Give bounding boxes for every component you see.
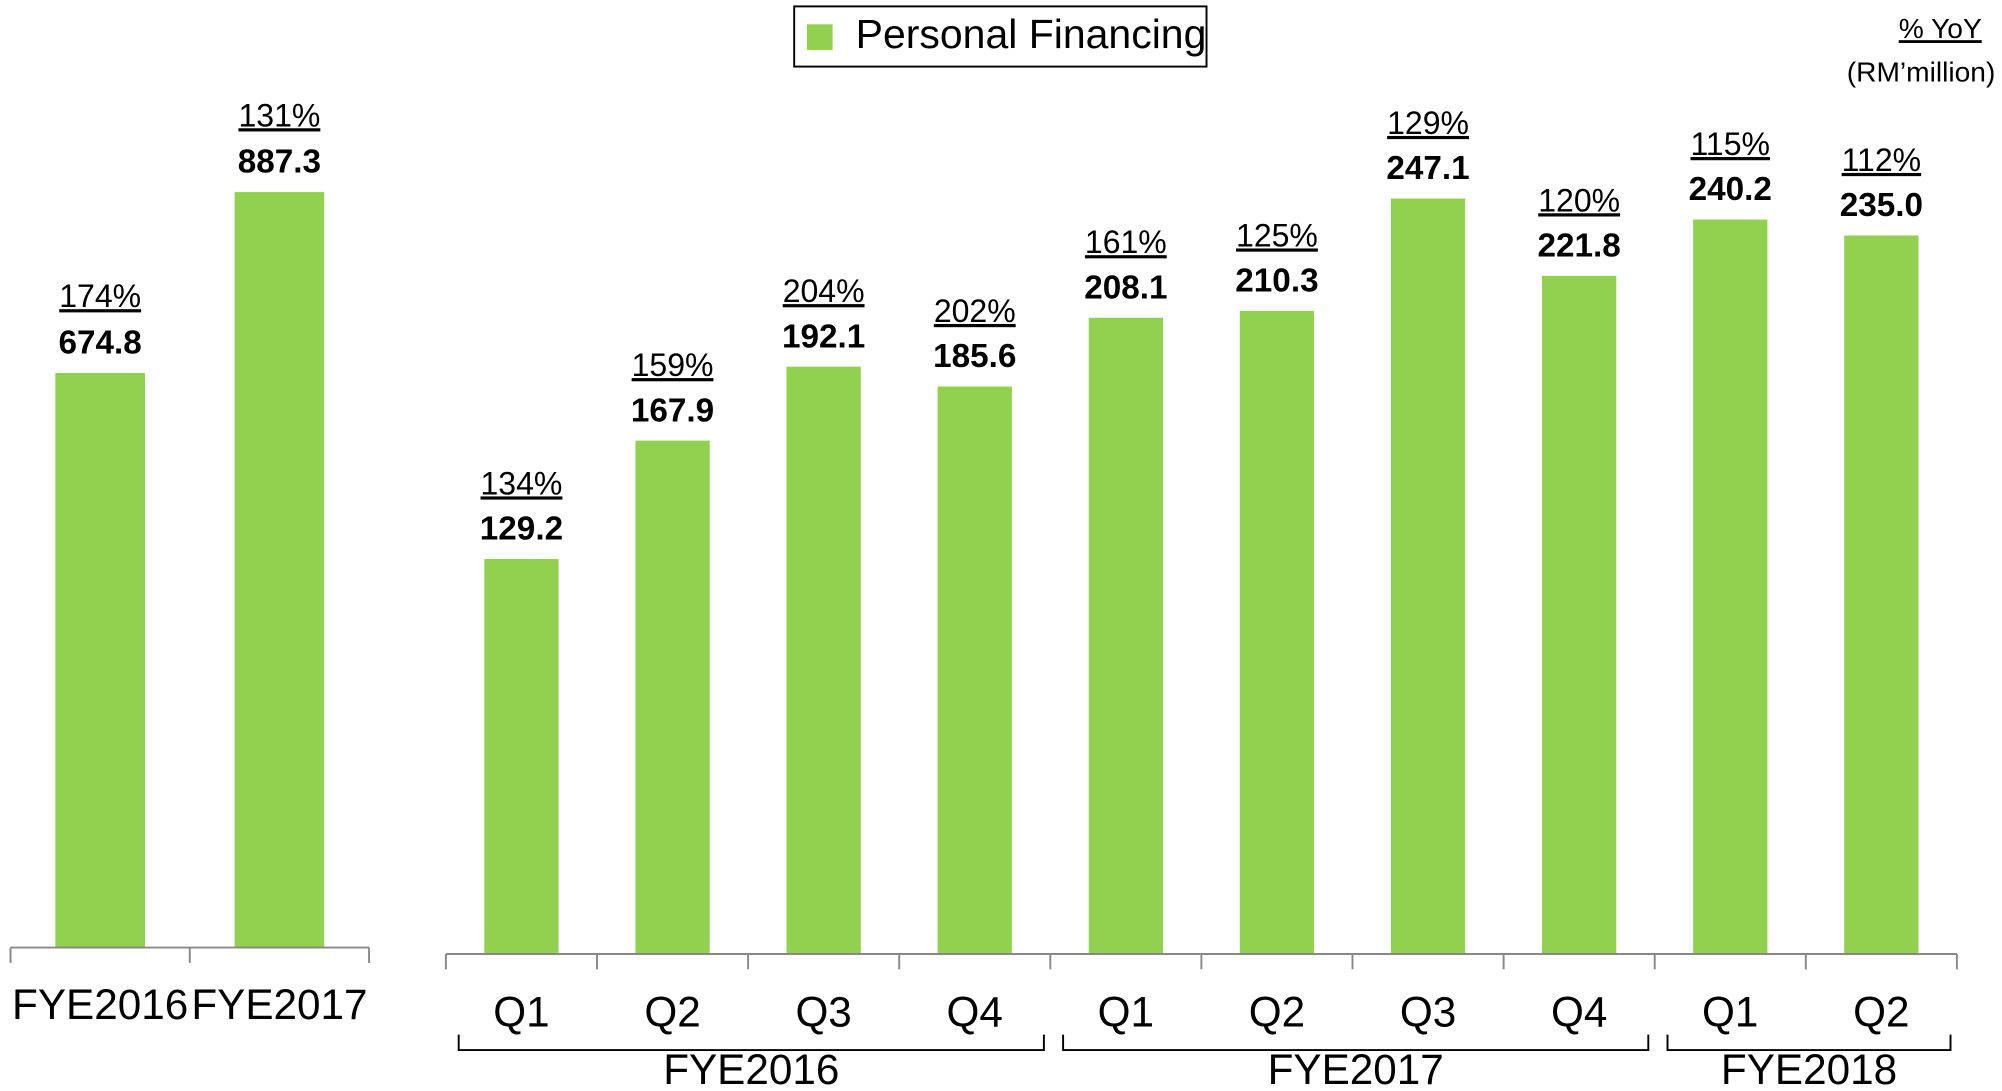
value-label: 887.3 (238, 144, 321, 181)
unit-label: (RM’million) (1847, 56, 1996, 88)
x-tick-label: Q4 (947, 989, 1003, 1036)
yoy-label: 120% (1538, 182, 1620, 218)
x-tick-label: FYE2016 (12, 981, 188, 1028)
value-label: 247.1 (1386, 150, 1469, 187)
x-tick-label: Q1 (493, 989, 549, 1036)
x-tick-label: Q2 (644, 989, 700, 1036)
group-bracket (1062, 1034, 1650, 1051)
yoy-label: 134% (481, 465, 563, 501)
x-tick-label: Q1 (1098, 989, 1154, 1036)
x-tick-label: Q3 (795, 989, 851, 1036)
x-tick-label: Q4 (1551, 989, 1607, 1036)
bar (1390, 198, 1466, 954)
bar (937, 386, 1012, 954)
value-label: 235.0 (1840, 187, 1923, 224)
x-tick-label: FYE2017 (191, 981, 367, 1028)
value-label: 192.1 (782, 318, 865, 355)
yoy-label: 125% (1236, 217, 1318, 253)
bar (1239, 310, 1315, 954)
yoy-label: 204% (783, 273, 865, 309)
x-tick-label: Q1 (1702, 989, 1758, 1036)
legend-box (793, 5, 1208, 68)
bar (1542, 275, 1617, 954)
group-bracket (457, 1034, 1045, 1051)
yoy-label: 115% (1691, 126, 1770, 162)
bar (1693, 219, 1768, 954)
value-label: 674.8 (59, 325, 142, 362)
value-label: 210.3 (1235, 263, 1318, 300)
bar (484, 558, 559, 954)
group-bracket (1666, 1034, 1952, 1051)
yoy-label: 129% (1387, 105, 1469, 141)
unit-yoy: % YoY (1899, 12, 1982, 44)
bar (1844, 235, 1919, 954)
group-label: FYE2018 (1721, 1046, 1897, 1091)
yoy-label: 112% (1842, 142, 1921, 178)
x-tick-label: Q3 (1400, 989, 1456, 1036)
bar (786, 366, 861, 954)
value-label: 185.6 (933, 338, 1016, 375)
group-label: FYE2016 (663, 1046, 839, 1091)
x-tick-label: Q2 (1853, 989, 1909, 1036)
bar (1088, 317, 1163, 954)
yoy-label: 202% (934, 293, 1016, 329)
value-label: 221.8 (1538, 227, 1621, 264)
bar (234, 192, 325, 948)
value-label: 167.9 (631, 392, 714, 429)
value-label: 129.2 (480, 511, 563, 548)
yoy-label: 161% (1085, 224, 1167, 260)
bar (635, 440, 710, 954)
legend-swatch (807, 24, 833, 50)
group-label: FYE2017 (1268, 1046, 1444, 1091)
yoy-label: 131% (239, 97, 321, 133)
legend-label: Personal Financing (856, 11, 1207, 57)
yoy-label: 174% (59, 278, 141, 314)
yoy-label: 159% (632, 347, 714, 383)
value-label: 240.2 (1689, 171, 1772, 208)
bar (55, 373, 145, 948)
x-tick-label: Q2 (1249, 989, 1305, 1036)
value-label: 208.1 (1084, 269, 1167, 306)
